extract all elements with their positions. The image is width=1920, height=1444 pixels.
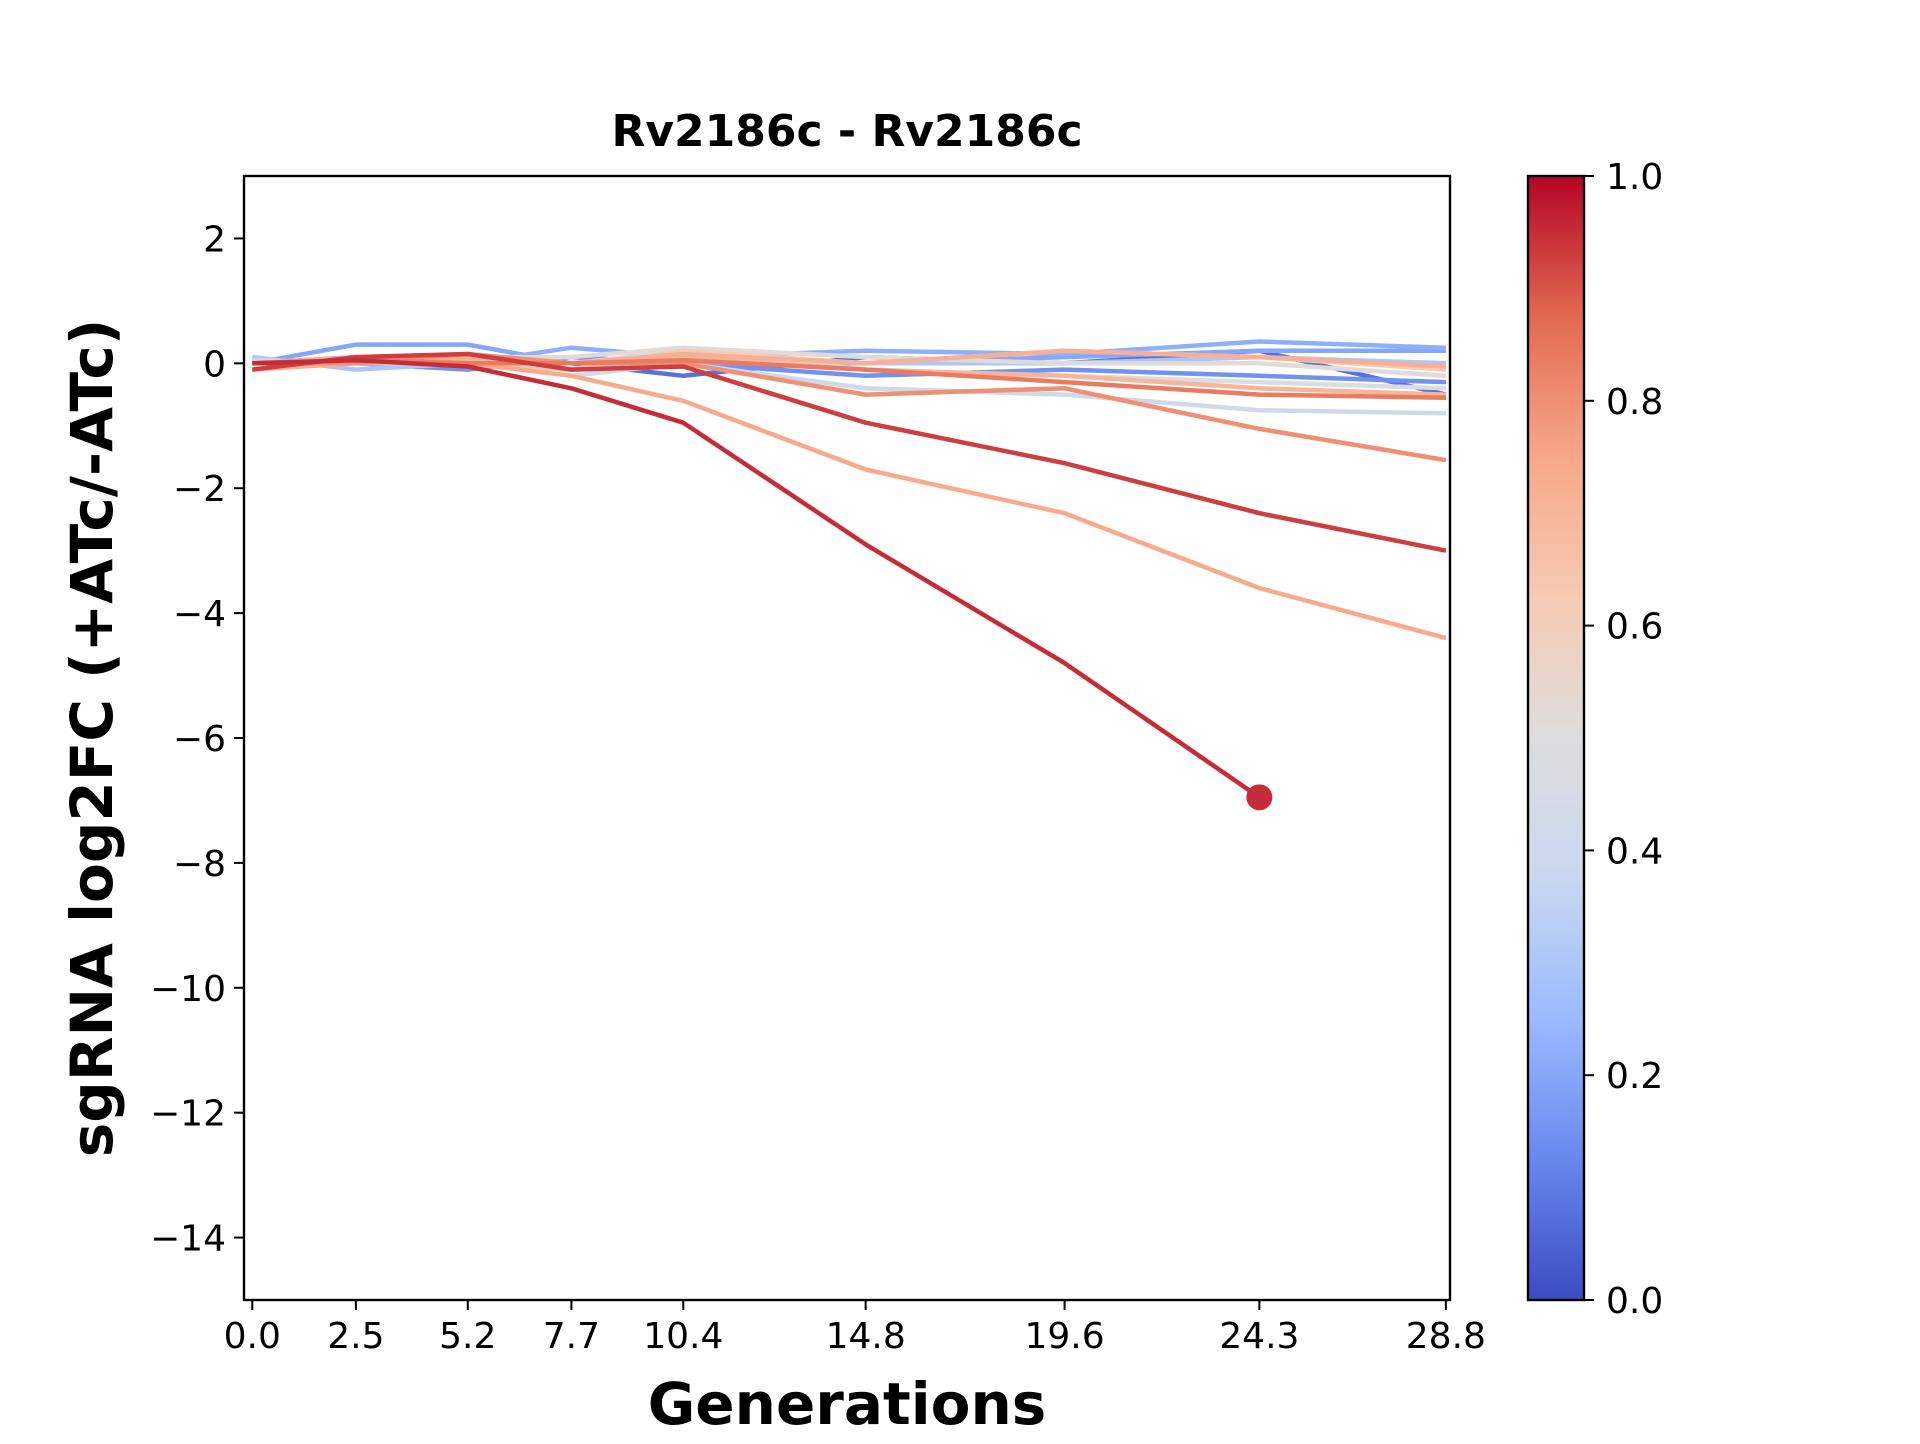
y-tick-label: −8: [173, 844, 226, 885]
colorbar-bar: [1526, 174, 1586, 1302]
y-tick-label: −14: [150, 1219, 226, 1260]
x-tick-label: 10.4: [643, 1316, 723, 1357]
x-tick-label: 7.7: [543, 1316, 600, 1357]
x-tick-label: 24.3: [1219, 1316, 1299, 1357]
x-tick-label: 0.0: [224, 1316, 281, 1357]
series-line-11: [252, 354, 1447, 641]
series-line-15: [252, 357, 1261, 800]
series-line-14: [252, 351, 1447, 553]
colorbar-tick-label: 0.6: [1606, 607, 1663, 648]
x-tick-label: 14.8: [826, 1316, 906, 1357]
colorbar: 0.0 0.2 0.4 0.6 0.8 1.0: [1526, 157, 1663, 1322]
x-axis-title: Generations: [648, 1370, 1047, 1438]
x-tick-label: 5.2: [439, 1316, 496, 1357]
colorbar-tick-label: 0.4: [1606, 831, 1663, 872]
y-tick-label: 2: [203, 219, 226, 260]
chart-title: Rv2186c - Rv2186c: [611, 106, 1082, 157]
y-tick-label: −2: [173, 469, 226, 510]
y-axis-title: sgRNA log2FC (+ATc/-ATc): [58, 319, 126, 1157]
x-tick-label: 19.6: [1024, 1316, 1104, 1357]
colorbar-tick-label: 0.0: [1606, 1281, 1663, 1322]
colorbar-ticks: 0.0 0.2 0.4 0.6 0.8 1.0: [1584, 157, 1663, 1322]
y-axis: 2 0 −2 −4 −6 −8 −10 −12 −14: [150, 219, 244, 1260]
x-axis: 0.0 2.5 5.2 7.7 10.4 14.8 19.6 24.3 28.8: [224, 1300, 1486, 1357]
series-group: [251, 339, 1447, 811]
y-tick-label: −4: [173, 594, 226, 635]
y-tick-label: 0: [203, 344, 226, 385]
x-tick-label: 28.8: [1406, 1316, 1486, 1357]
y-tick-label: −10: [150, 969, 226, 1010]
y-tick-label: −6: [173, 719, 226, 760]
colorbar-tick-label: 0.8: [1606, 382, 1663, 423]
x-tick-label: 2.5: [327, 1316, 384, 1357]
y-tick-label: −12: [150, 1094, 226, 1135]
colorbar-tick-label: 1.0: [1606, 157, 1663, 198]
colorbar-tick-label: 0.2: [1606, 1056, 1663, 1097]
series-end-marker-15: [1246, 784, 1273, 811]
